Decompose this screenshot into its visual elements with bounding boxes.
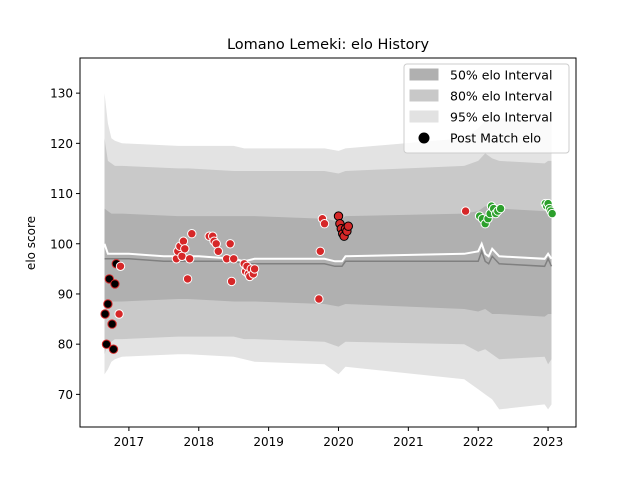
data-point-40 [333,211,344,221]
x-tick-label: 2023 [533,435,564,449]
data-point-48 [460,206,471,216]
y-tick-label: 120 [50,137,73,151]
x-tick-label: 2017 [114,435,145,449]
data-point-37 [315,246,325,257]
x-axis-ticks: 2017 2018 2019 2020 2021 2022 2023 [114,427,564,449]
data-point-6 [110,279,120,289]
post-match-points [100,198,557,354]
data-point-27 [229,254,239,264]
legend-label: 95% elo Interval [450,110,552,125]
data-point-0 [100,309,110,319]
data-point-5 [108,344,119,354]
data-point-35 [249,264,260,274]
legend-frame [403,63,570,154]
interval-bands [104,93,552,410]
x-tick-label: 2021 [393,435,424,449]
data-point-2 [103,299,113,309]
data-point-8 [114,309,124,319]
x-tick-label: 2019 [253,435,284,449]
chart-title: Lomano Lemeki: elo History [227,37,430,53]
axes-frame [79,57,577,428]
y-tick-label: 80 [58,338,73,352]
data-point-18 [187,229,197,239]
legend-swatch [409,89,439,102]
data-point-26 [226,276,237,287]
legend: 50% elo Interval 80% elo Interval 95% elo … [403,63,570,154]
y-tick-label: 110 [50,187,73,201]
x-tick-label: 2018 [183,435,214,449]
legend-label: Post Match elo [450,131,541,146]
plot-area [100,93,557,410]
data-point-64 [547,208,557,219]
x-tick-label: 2020 [323,435,354,449]
data-point-36 [314,294,324,304]
data-point-23 [213,246,224,257]
y-tick-label: 130 [50,87,73,101]
legend-swatch [409,68,439,81]
data-point-58 [495,203,506,214]
data-point-25 [225,239,235,249]
y-tick-label: 70 [58,388,73,402]
data-point-17 [185,254,195,264]
data-point-4 [107,319,117,329]
data-point-39 [319,219,330,229]
legend-label: 80% elo Interval [450,89,552,104]
data-point-15 [180,244,190,254]
data-point-16 [182,274,193,284]
data-point-14 [178,236,189,246]
y-axis-label: elo score [24,216,38,270]
legend-marker [418,132,430,144]
legend-label: 50% elo Interval [450,68,552,83]
y-axis-ticks: 70 80 90 100 110 120 130 [50,87,80,402]
x-tick-label: 2022 [463,435,494,449]
y-tick-label: 100 [50,237,73,251]
data-point-47 [343,221,353,231]
y-tick-label: 90 [58,287,73,301]
data-point-1 [101,339,112,349]
data-point-9 [115,261,126,271]
legend-swatch [409,110,439,123]
